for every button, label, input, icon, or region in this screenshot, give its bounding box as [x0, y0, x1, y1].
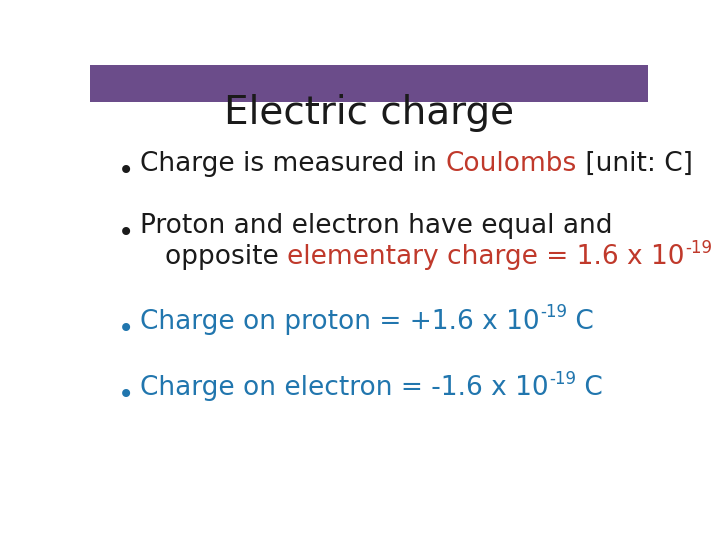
Text: •: •	[118, 219, 134, 247]
Text: elementary charge = 1.6 x 10: elementary charge = 1.6 x 10	[287, 245, 685, 271]
Bar	[90, 65, 648, 102]
Text: Electric charge: Electric charge	[224, 93, 514, 132]
Text: -19: -19	[540, 303, 567, 321]
Text: -19: -19	[685, 239, 712, 256]
Text: -19: -19	[549, 370, 576, 388]
Text: Charge on electron = -1.6 x 10: Charge on electron = -1.6 x 10	[140, 375, 549, 401]
Text: Charge is measured in: Charge is measured in	[140, 151, 446, 177]
Text: •: •	[118, 381, 134, 409]
Text: C: C	[712, 245, 720, 271]
Text: opposite: opposite	[166, 245, 287, 271]
Text: Charge on proton = +1.6 x 10: Charge on proton = +1.6 x 10	[140, 309, 540, 335]
Text: Coulombs: Coulombs	[446, 151, 577, 177]
Text: [unit: C]: [unit: C]	[577, 151, 693, 177]
Text: •: •	[118, 157, 134, 185]
Text: Proton and electron have equal and: Proton and electron have equal and	[140, 213, 613, 239]
Text: C: C	[576, 375, 603, 401]
Text: •: •	[118, 315, 134, 343]
Text: C: C	[567, 309, 593, 335]
